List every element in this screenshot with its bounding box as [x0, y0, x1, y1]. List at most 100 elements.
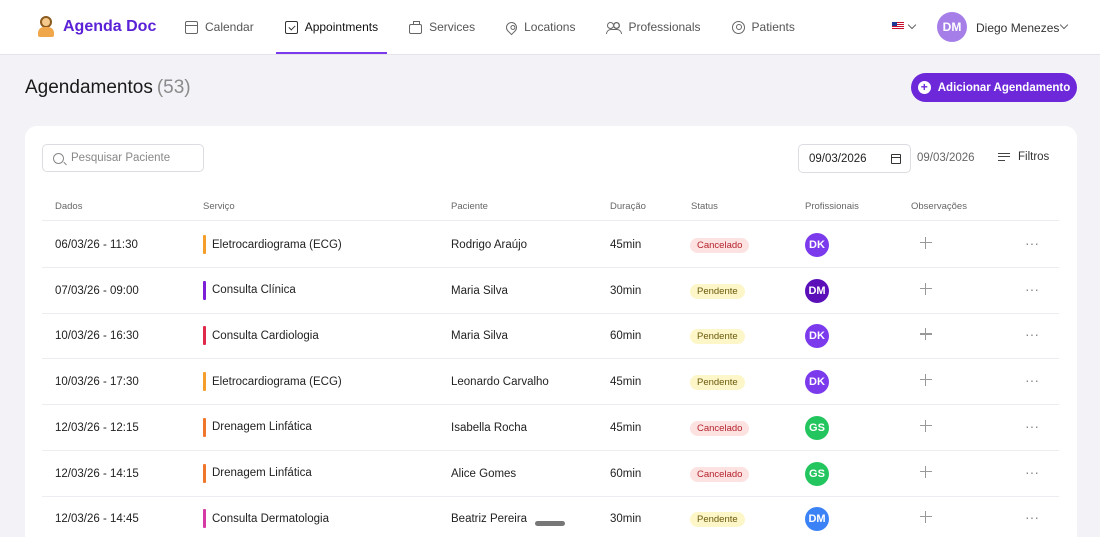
appointment-service: Drenagem Linfática: [203, 463, 312, 483]
appointment-date: 12/03/26 - 14:45: [55, 513, 139, 526]
professional-avatar[interactable]: DM: [805, 507, 829, 532]
more-options-icon[interactable]: ···: [1025, 509, 1039, 526]
app-logo[interactable]: Agenda Doc: [37, 16, 156, 38]
header-status[interactable]: Status: [691, 201, 718, 212]
service-name: Drenagem Linfática: [212, 421, 312, 434]
header-notes[interactable]: Observações: [911, 201, 967, 212]
search-box[interactable]: [42, 144, 204, 172]
add-note-icon[interactable]: [920, 465, 932, 478]
filters-label: Filtros: [1018, 151, 1050, 163]
appointment-service: Consulta Dermatologia: [203, 509, 329, 529]
nav-label: Appointments: [304, 20, 379, 34]
chevron-down-icon[interactable]: [1059, 20, 1069, 30]
top-navigation-bar: Agenda Doc Calendar Appointments Service…: [0, 0, 1100, 55]
header-patient[interactable]: Paciente: [451, 201, 488, 212]
nav-item-locations[interactable]: Locations: [497, 0, 584, 54]
table-row[interactable]: 06/03/26 - 11:30 Eletrocardiograma (ECG) R…: [42, 222, 1059, 268]
main-nav: Calendar Appointments Services Locations…: [176, 0, 817, 54]
table-row[interactable]: 10/03/26 - 16:30 Consulta Cardiologia Mari…: [42, 313, 1059, 360]
professional-avatar[interactable]: DM: [805, 278, 829, 303]
more-options-icon[interactable]: ···: [1025, 280, 1039, 297]
service-color-bar: [203, 372, 206, 392]
header-service[interactable]: Serviço: [203, 201, 235, 212]
service-color-bar: [203, 509, 206, 529]
calendar-icon[interactable]: [891, 154, 901, 164]
service-name: Eletrocardiograma (ECG): [212, 375, 342, 388]
user-name[interactable]: Diego Menezes: [976, 21, 1060, 35]
patient-name: Leonardo Carvalho: [451, 376, 549, 389]
appointment-date: 10/03/26 - 16:30: [55, 330, 139, 343]
user-circle-icon: [731, 20, 745, 34]
table-row[interactable]: 10/03/26 - 17:30 Eletrocardiograma (ECG) L…: [42, 359, 1059, 406]
nav-item-calendar[interactable]: Calendar: [176, 0, 263, 54]
service-color-bar: [203, 235, 206, 254]
nav-item-appointments[interactable]: Appointments: [275, 0, 388, 54]
professional-avatar[interactable]: GS: [805, 461, 829, 486]
patient-name: Rodrigo Araújo: [451, 239, 528, 251]
appointment-date: 10/03/26 - 17:30: [55, 376, 139, 389]
header-date[interactable]: Dados: [55, 201, 83, 212]
more-options-icon[interactable]: ···: [1025, 326, 1039, 343]
service-color-bar: [203, 280, 206, 300]
search-input[interactable]: [71, 152, 201, 164]
more-options-icon[interactable]: ···: [1025, 235, 1039, 251]
appointment-duration: 60min: [610, 330, 642, 343]
add-note-icon[interactable]: [920, 328, 932, 341]
professional-avatar[interactable]: DK: [805, 370, 829, 395]
patient-name: Isabella Rocha: [451, 421, 528, 434]
appointment-duration: 45min: [610, 239, 642, 251]
table-row[interactable]: 07/03/26 - 09:00 Consulta Clínica Maria Si…: [42, 268, 1059, 314]
user-avatar[interactable]: DM: [937, 12, 967, 42]
appointment-service: Consulta Clínica: [203, 280, 296, 300]
status-badge: Cancelado: [690, 466, 750, 482]
more-options-icon[interactable]: ···: [1025, 417, 1039, 434]
patient-name: Alice Gomes: [451, 467, 517, 480]
nav-label: Professionals: [628, 20, 701, 34]
patient-name: Beatriz Pereira: [451, 513, 528, 526]
add-note-icon[interactable]: [920, 511, 932, 524]
date-end-value[interactable]: 09/03/2026: [917, 152, 975, 164]
nav-label: Services: [429, 20, 476, 34]
more-options-icon[interactable]: ···: [1025, 372, 1039, 389]
appointment-date: 12/03/26 - 12:15: [55, 421, 139, 434]
table-row[interactable]: 12/03/26 - 14:45 Consulta Dermatologia Bea…: [42, 496, 1059, 537]
map-pin-icon: [503, 19, 520, 35]
status-badge: Pendente: [690, 512, 745, 528]
appointment-date: 12/03/26 - 14:15: [55, 467, 139, 480]
appointment-service: Eletrocardiograma (ECG): [203, 372, 342, 392]
appointment-duration: 45min: [610, 421, 642, 434]
status-badge: Cancelado: [690, 420, 750, 436]
table-row[interactable]: 12/03/26 - 14:15 Drenagem Linfática Alice …: [42, 451, 1059, 497]
add-note-icon[interactable]: [920, 237, 932, 249]
patient-name: Maria Silva: [451, 330, 508, 343]
more-options-icon[interactable]: ···: [1025, 463, 1039, 480]
nav-item-professionals[interactable]: Professionals: [597, 0, 709, 54]
nav-item-patients[interactable]: Patients: [723, 0, 804, 54]
filters-button[interactable]: Filtros: [998, 151, 1049, 163]
date-start-value: 09/03/2026: [809, 152, 867, 165]
header-duration[interactable]: Duração: [610, 201, 646, 212]
scroll-indicator[interactable]: [535, 521, 565, 526]
add-note-icon[interactable]: [920, 419, 932, 432]
us-flag-icon[interactable]: [892, 22, 904, 30]
chevron-down-icon[interactable]: [907, 20, 917, 30]
service-color-bar: [203, 417, 206, 437]
table-header: Dados Serviço Paciente Duração Status Pr…: [42, 196, 1059, 221]
add-note-icon[interactable]: [920, 374, 932, 387]
add-note-icon[interactable]: [920, 282, 932, 295]
service-name: Eletrocardiograma (ECG): [212, 238, 342, 251]
nav-item-services[interactable]: Services: [400, 0, 484, 54]
service-color-bar: [203, 463, 206, 483]
table-row[interactable]: 12/03/26 - 12:15 Drenagem Linfática Isabel…: [42, 405, 1059, 451]
page-title: Agendamentos (53): [25, 77, 191, 99]
professional-avatar[interactable]: DK: [805, 324, 829, 349]
users-icon: [606, 21, 623, 34]
header-professionals[interactable]: Profissionais: [805, 201, 859, 212]
appointment-duration: 45min: [610, 376, 642, 389]
appointment-duration: 30min: [610, 284, 642, 297]
add-appointment-button[interactable]: + Adicionar Agendamento: [911, 73, 1077, 102]
appointment-duration: 60min: [610, 467, 642, 480]
professional-avatar[interactable]: DK: [805, 233, 829, 257]
professional-avatar[interactable]: GS: [805, 415, 829, 440]
date-start-input[interactable]: 09/03/2026: [798, 144, 911, 173]
